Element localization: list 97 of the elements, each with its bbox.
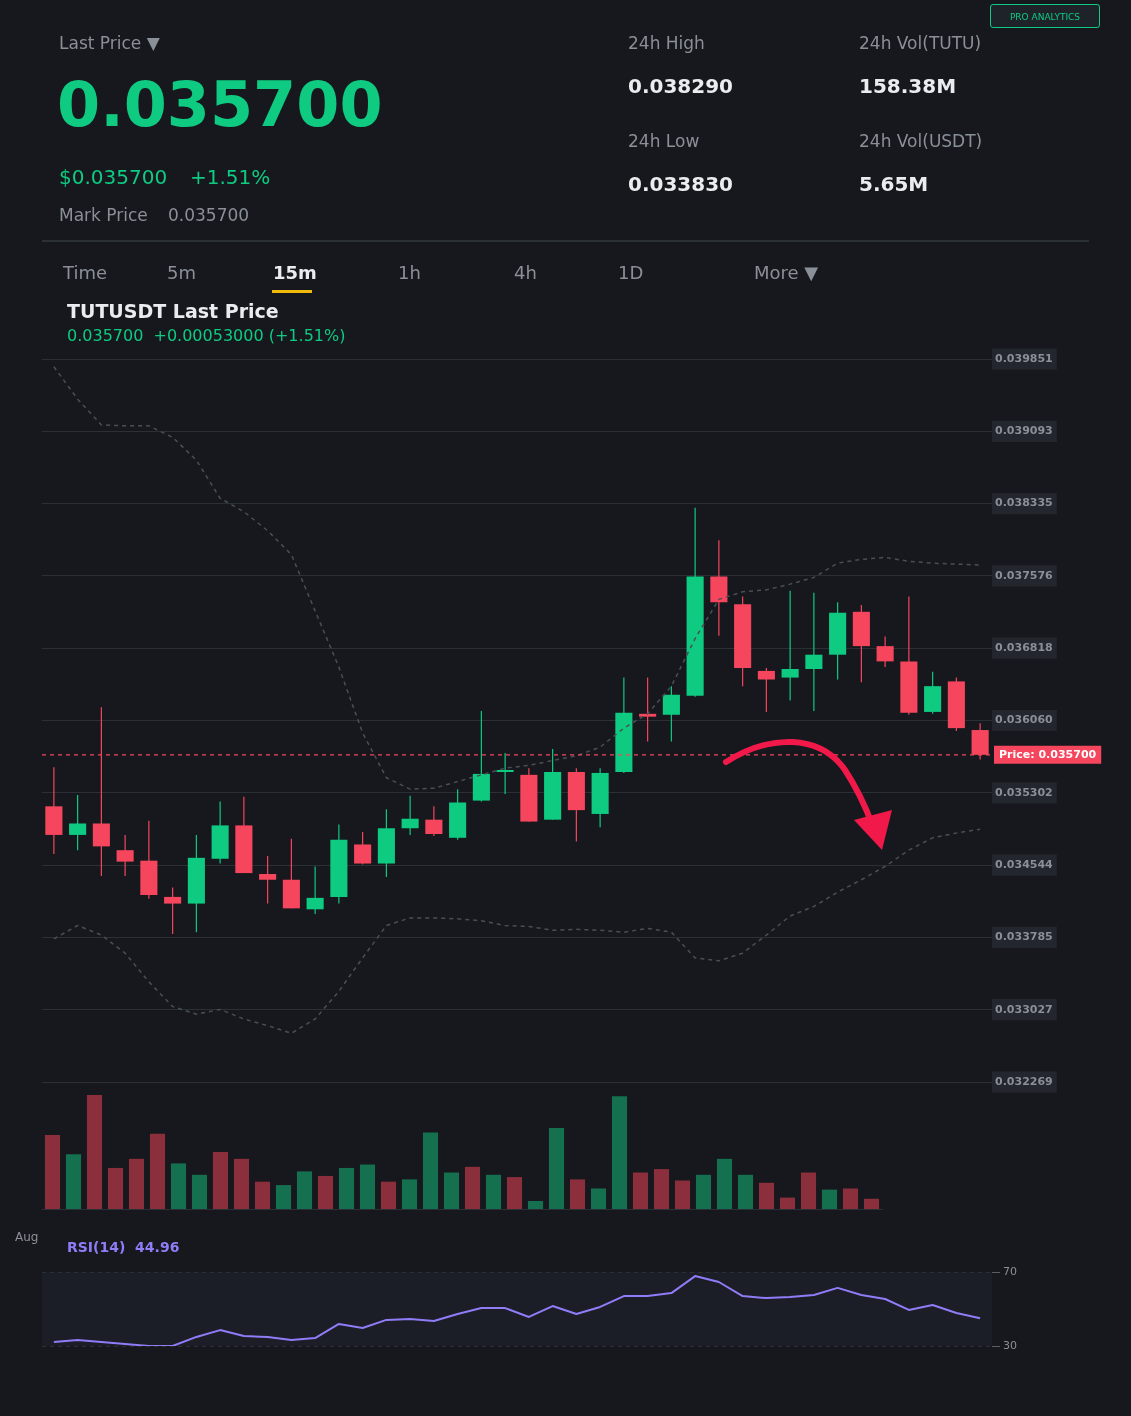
candlestick [757,667,775,713]
y-tick-label: 0.033027 [995,1002,1053,1016]
bar [590,1188,607,1209]
y-tick-label: 0.032269 [995,1074,1053,1088]
text: Aug [15,1230,39,1244]
y-tick-label: 0.039093 [995,424,1053,438]
bar [863,1198,880,1209]
candlestick [425,805,443,837]
text: 24h Vol(USDT) [859,131,983,152]
bar [86,1095,103,1209]
text: 0.038290 [628,74,734,98]
text: $0.035700 [59,165,168,189]
bar [380,1181,397,1209]
y-tick-label: 0.033785 [995,930,1053,944]
bar [842,1188,859,1209]
candlestick [306,865,324,915]
bar [611,1096,628,1209]
bar [569,1179,586,1209]
text: Mark Price [59,205,148,226]
y-tick-label: 0.038335 [995,496,1053,510]
y-tick-label: 0.037576 [995,568,1054,582]
y-tick-label: 0.036060 [995,713,1054,727]
candlestick [662,685,680,743]
line-series [53,365,981,790]
text: 5m [167,262,196,284]
text: +1.51% [190,165,271,189]
bar [548,1128,565,1209]
bar [758,1182,775,1209]
bar [149,1133,166,1209]
bar [527,1201,544,1209]
bar [485,1174,502,1209]
text: PRO ANALYTICS [990,4,1100,28]
bar [128,1158,145,1209]
chart-title: RSI(14) 44.96 [67,1239,180,1255]
bar [317,1175,334,1209]
bar [233,1158,250,1209]
bar [422,1132,439,1209]
bar [653,1169,670,1209]
candlestick [781,590,799,702]
bar [359,1164,376,1209]
bar [779,1197,796,1209]
bar [800,1172,817,1209]
candlestick [401,795,419,836]
bar [821,1189,838,1209]
bar [254,1181,271,1209]
bar [632,1172,649,1209]
candlestick [69,794,87,851]
bar [212,1152,229,1209]
text: Last Price ▼ [59,33,160,54]
bar [695,1174,712,1209]
candlestick [876,635,894,668]
bar [506,1177,523,1209]
bar [191,1174,208,1209]
y-tick-label: 30 [1003,1338,1017,1352]
bar [170,1163,187,1209]
candlestick [164,886,182,935]
text: 0.035700 [168,205,250,226]
ref-line-label: Price: 0.035700 [999,747,1097,761]
candlestick [116,834,134,877]
text: 4h [514,262,537,284]
bar [674,1180,691,1209]
bar [464,1166,481,1209]
text: 5.65M [859,172,929,196]
bar [737,1174,754,1209]
text: 0.033830 [628,172,734,196]
chart-subtitle: 0.035700 +0.00053000 (+1.51%) [67,326,346,345]
bar [716,1158,733,1209]
bar [44,1134,61,1209]
bar [338,1167,355,1209]
text: 15m [273,262,317,284]
candlestick [259,855,277,905]
candlestick [496,752,514,795]
text: Time [63,262,108,284]
y-tick-label: 70 [1003,1264,1017,1278]
bar [401,1179,418,1209]
bar [65,1154,82,1209]
y-tick-label: 0.034544 [995,857,1054,871]
text: 24h Low [628,131,700,152]
text: More ▼ [754,262,819,284]
text: 24h High [628,33,705,54]
bar [443,1172,460,1209]
text: 1h [398,262,421,284]
bar [107,1167,124,1209]
text: 24h Vol(TUTU) [859,33,982,54]
candlestick [805,592,823,712]
text: 158.38M [859,74,957,98]
text: 0.035700 [57,68,383,143]
candlestick [639,676,657,743]
chart-title: TUTUSDT Last Price [67,300,279,322]
line-series [53,828,981,1035]
y-tick-label: 0.036818 [995,641,1053,655]
candlestick [354,831,372,866]
bar [275,1185,292,1209]
y-tick-label: 0.035302 [995,785,1053,799]
bar [296,1171,313,1209]
text: 1D [618,262,644,284]
y-tick-label: 0.039851 [995,351,1053,365]
